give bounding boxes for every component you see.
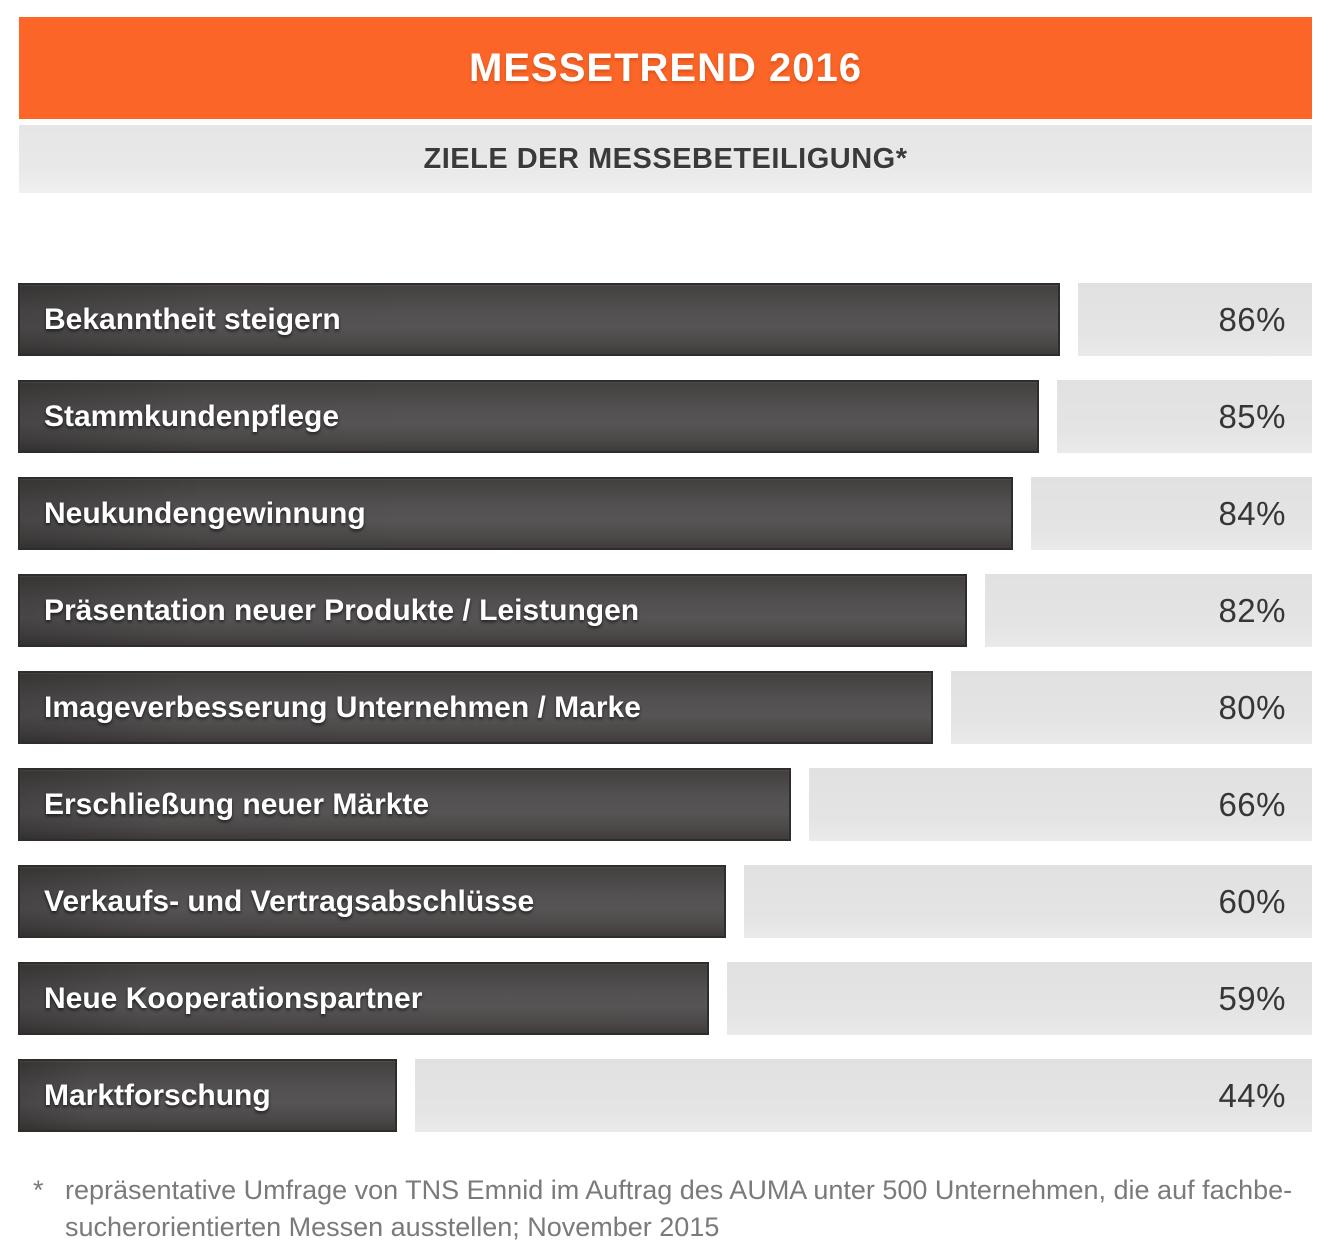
bar: Imageverbesserung Unternehmen / Marke (18, 671, 933, 744)
bar-row: Stammkundenpflege 85% (18, 380, 1312, 453)
bar: Neukundengewinnung (18, 477, 1014, 550)
bar-value: 66% (1218, 785, 1286, 823)
bar-gap (1060, 283, 1078, 356)
chart-subtitle: ZIELE DER MESSEBETEILIGUNG* (423, 142, 908, 175)
bar-track: 82% (984, 574, 1312, 647)
bar-label: Neukundengewinnung (44, 496, 366, 530)
footnote-line-2: sucherorientierten Messen ausstellen; No… (65, 1212, 720, 1242)
bar-track: 80% (950, 671, 1312, 744)
bar: Marktforschung (18, 1059, 398, 1132)
bar-value: 44% (1218, 1076, 1286, 1114)
page-title: MESSETREND 2016 (469, 45, 862, 90)
bar-chart: Bekanntheit steigern 86% Stammkundenpflege… (18, 283, 1312, 1156)
footnote-asterisk: * (33, 1175, 44, 1205)
bar-gap (726, 865, 744, 938)
bar-value: 59% (1218, 979, 1286, 1017)
bar-label: Erschließung neuer Märkte (44, 787, 430, 821)
bar-track: 66% (808, 768, 1312, 841)
bar-row: Verkaufs- und Vertragsabschlüsse 60% (18, 865, 1312, 938)
bar-label: Bekanntheit steigern (44, 302, 341, 336)
bar-track: 85% (1056, 380, 1312, 453)
bar-value: 60% (1218, 882, 1286, 920)
bar-gap (791, 768, 809, 841)
footnote: * repräsentative Umfrage von TNS Emnid i… (33, 1172, 1303, 1246)
bar-gap (967, 574, 985, 647)
bar: Neue Kooperationspartner (18, 962, 709, 1035)
bar-gap (1013, 477, 1031, 550)
bar: Präsentation neuer Produkte / Leistungen (18, 574, 967, 647)
bar-row: Bekanntheit steigern 86% (18, 283, 1312, 356)
bar: Stammkundenpflege (18, 380, 1039, 453)
bar-label: Imageverbesserung Unternehmen / Marke (44, 690, 641, 724)
bar-row: Neue Kooperationspartner 59% (18, 962, 1312, 1035)
bar-label: Verkaufs- und Vertragsabschlüsse (44, 884, 535, 918)
footnote-line-1: repräsentative Umfrage von TNS Emnid im … (65, 1175, 1293, 1205)
bar-gap (933, 671, 951, 744)
bar-value: 80% (1218, 688, 1286, 726)
bar-row: Marktforschung 44% (18, 1059, 1312, 1132)
bar-label: Marktforschung (44, 1078, 271, 1112)
bar-label: Präsentation neuer Produkte / Leistungen (44, 593, 640, 627)
subtitle-band: ZIELE DER MESSEBETEILIGUNG* (19, 125, 1312, 193)
bar-row: Imageverbesserung Unternehmen / Marke 80% (18, 671, 1312, 744)
bar-track: 86% (1077, 283, 1312, 356)
bar-value: 86% (1218, 300, 1286, 338)
bar-row: Neukundengewinnung 84% (18, 477, 1312, 550)
bar-gap (1039, 380, 1057, 453)
bar: Bekanntheit steigern (18, 283, 1060, 356)
bar-label: Neue Kooperationspartner (44, 981, 423, 1015)
bar-label: Stammkundenpflege (44, 399, 340, 433)
bar-value: 82% (1218, 591, 1286, 629)
bar-gap (397, 1059, 415, 1132)
bar-track: 84% (1031, 477, 1312, 550)
bar-row: Erschließung neuer Märkte 66% (18, 768, 1312, 841)
bar-value: 85% (1218, 397, 1286, 435)
bar: Verkaufs- und Vertragsabschlüsse (18, 865, 726, 938)
bar-track: 44% (415, 1059, 1312, 1132)
bar-gap (709, 962, 727, 1035)
footnote-text: repräsentative Umfrage von TNS Emnid im … (65, 1172, 1303, 1246)
bar-track: 59% (726, 962, 1312, 1035)
bar: Erschließung neuer Märkte (18, 768, 791, 841)
header-band: MESSETREND 2016 (19, 17, 1312, 119)
bar-value: 84% (1218, 494, 1286, 532)
bar-track: 60% (743, 865, 1312, 938)
bar-row: Präsentation neuer Produkte / Leistungen… (18, 574, 1312, 647)
